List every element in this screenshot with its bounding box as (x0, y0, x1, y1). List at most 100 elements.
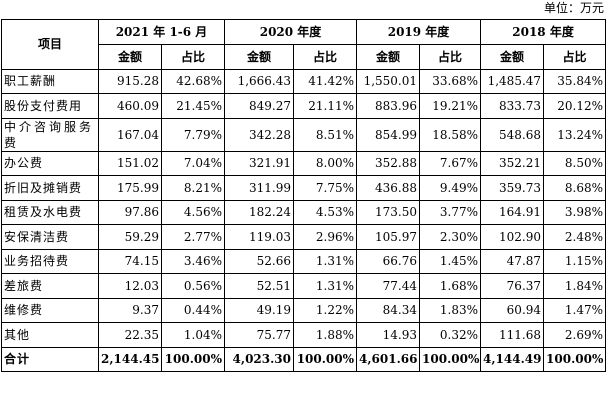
row-label: 办公费 (1, 150, 99, 176)
ratio-cell: 0.44% (161, 297, 225, 323)
amount-cell: 436.88 (356, 175, 421, 201)
amount-cell: 854.99 (356, 117, 421, 152)
table-row: 中介咨询服务费 167.04 7.79% 342.28 8.51% 854.99 18.58… (1, 117, 607, 152)
table-row: 职工薪酬 915.28 42.68% 1,666.43 41.42% 1,550.01 33… (1, 68, 607, 94)
amount-cell: 1,485.47 (480, 68, 545, 94)
row-label: 其他 (1, 322, 99, 348)
table-row: 办公费 151.02 7.04% 321.91 8.00% 352.88 7.67% 352.… (1, 150, 607, 176)
header-row-periods: 项目 2021 年 1-6 月 2020 年度 2019 年度 2018 年度 (1, 19, 607, 70)
amount-cell: 359.73 (480, 175, 545, 201)
amount-cell: 76.37 (480, 273, 545, 299)
ratio-cell: 21.11% (292, 93, 358, 119)
row-label: 安保清洁费 (1, 224, 99, 250)
ratio-cell: 2.69% (543, 322, 607, 348)
row-label: 差旅费 (1, 273, 99, 299)
ratio-cell: 7.75% (292, 175, 358, 201)
header-ratio: 占比 (543, 43, 607, 70)
amount-cell: 52.51 (224, 273, 294, 299)
ratio-cell: 1.83% (419, 297, 482, 323)
ratio-cell: 4.56% (161, 199, 225, 225)
amount-cell: 548.68 (480, 117, 545, 152)
amount-cell: 12.03 (98, 273, 162, 299)
ratio-cell: 2.77% (161, 224, 225, 250)
amount-cell: 342.28 (224, 117, 294, 152)
header-ratio: 占比 (161, 43, 225, 70)
ratio-cell: 42.68% (161, 68, 225, 94)
ratio-cell: 8.21% (161, 175, 225, 201)
amount-cell: 915.28 (98, 68, 162, 94)
ratio-cell: 1.45% (419, 248, 482, 274)
table-row: 安保清洁费 59.29 2.77% 119.03 2.96% 105.97 2.30% 102… (1, 224, 607, 250)
row-label: 租赁及水电费 (1, 199, 99, 225)
ratio-cell: 20.12% (543, 93, 607, 119)
ratio-cell: 2.30% (419, 224, 482, 250)
header-amount: 金额 (480, 43, 545, 70)
amount-cell: 321.91 (224, 150, 294, 176)
ratio-cell: 100.00% (419, 346, 482, 372)
table-row: 股份支付费用 460.09 21.45% 849.27 21.11% 883.96 19.2… (1, 93, 607, 119)
amount-cell: 352.21 (480, 150, 545, 176)
ratio-cell: 7.79% (161, 117, 225, 152)
ratio-cell: 3.46% (161, 248, 225, 274)
row-label: 股份支付费用 (1, 93, 99, 119)
amount-cell: 59.29 (98, 224, 162, 250)
ratio-cell: 18.58% (419, 117, 482, 152)
amount-cell: 22.35 (98, 322, 162, 348)
table-row: 差旅费 12.03 0.56% 52.51 1.31% 77.44 1.68% 76.37 1.… (1, 273, 607, 299)
ratio-cell: 1.84% (543, 273, 607, 299)
amount-cell: 833.73 (480, 93, 545, 119)
ratio-cell: 1.22% (292, 297, 358, 323)
ratio-cell: 1.15% (543, 248, 607, 274)
ratio-cell: 100.00% (161, 346, 225, 372)
amount-cell: 1,550.01 (356, 68, 421, 94)
amount-cell: 111.68 (480, 322, 545, 348)
header-ratio: 占比 (419, 43, 482, 70)
ratio-cell: 8.00% (292, 150, 358, 176)
table-row: 业务招待费 74.15 3.46% 52.66 1.31% 66.76 1.45% 47.87… (1, 248, 607, 274)
ratio-cell: 1.31% (292, 273, 358, 299)
ratio-cell: 21.45% (161, 93, 225, 119)
amount-cell: 105.97 (356, 224, 421, 250)
ratio-cell: 4.53% (292, 199, 358, 225)
row-label: 维修费 (1, 297, 99, 323)
ratio-cell: 13.24% (543, 117, 607, 152)
ratio-cell: 0.32% (419, 322, 482, 348)
header-row-metrics: 金额 占比 金额 占比 金额 占比 金额 占比 (2, 43, 607, 70)
amount-cell: 52.66 (224, 248, 294, 274)
ratio-cell: 1.68% (419, 273, 482, 299)
ratio-cell: 100.00% (292, 346, 358, 372)
row-label: 业务招待费 (1, 248, 99, 274)
amount-cell: 84.34 (356, 297, 421, 323)
ratio-cell: 35.84% (543, 68, 607, 94)
header-period: 2019 年度 (356, 19, 482, 45)
amount-cell: 49.19 (224, 297, 294, 323)
header-period: 2021 年 1-6 月 (98, 19, 225, 45)
ratio-cell: 2.48% (543, 224, 607, 250)
header-amount: 金额 (224, 43, 294, 70)
amount-cell: 182.24 (224, 199, 294, 225)
amount-cell: 151.02 (98, 150, 162, 176)
amount-cell: 352.88 (356, 150, 421, 176)
total-row: 合计 2,144.45 100.00% 4,023.30 100.00% 4,601.66… (1, 346, 607, 372)
amount-cell: 102.90 (480, 224, 545, 250)
ratio-cell: 1.04% (161, 322, 225, 348)
ratio-cell: 8.68% (543, 175, 607, 201)
ratio-cell: 19.21% (419, 93, 482, 119)
row-label: 中介咨询服务费 (1, 117, 99, 152)
table-row: 其他 22.35 1.04% 75.77 1.88% 14.93 0.32% 111.68 2.… (1, 322, 607, 348)
table-row: 折旧及摊销费 175.99 8.21% 311.99 7.75% 436.88 9.49% 3… (1, 175, 607, 201)
amount-cell: 4,601.66 (356, 346, 421, 372)
ratio-cell: 8.50% (543, 150, 607, 176)
amount-cell: 74.15 (98, 248, 162, 274)
ratio-cell: 7.67% (419, 150, 482, 176)
ratio-cell: 100.00% (543, 346, 607, 372)
header-amount: 金额 (356, 43, 421, 70)
ratio-cell: 1.31% (292, 248, 358, 274)
expense-table: 项目 2021 年 1-6 月 2020 年度 2019 年度 2018 年度 … (1, 19, 607, 372)
amount-cell: 460.09 (98, 93, 162, 119)
amount-cell: 4,023.30 (224, 346, 294, 372)
header-item: 项目 (1, 19, 99, 70)
amount-cell: 2,144.45 (98, 346, 162, 372)
amount-cell: 9.37 (98, 297, 162, 323)
ratio-cell: 41.42% (292, 68, 358, 94)
